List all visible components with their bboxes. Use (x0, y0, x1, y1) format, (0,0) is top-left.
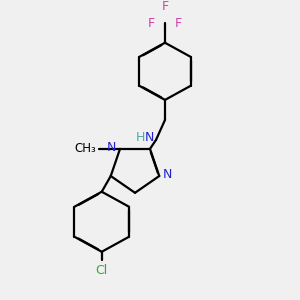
Text: H: H (136, 130, 146, 144)
Text: N: N (163, 168, 172, 181)
Text: F: F (161, 0, 169, 13)
Text: N: N (145, 130, 154, 144)
Text: F: F (148, 17, 155, 30)
Text: Cl: Cl (96, 264, 108, 277)
Text: F: F (175, 17, 182, 30)
Text: CH₃: CH₃ (75, 142, 97, 155)
Text: N: N (107, 141, 116, 154)
